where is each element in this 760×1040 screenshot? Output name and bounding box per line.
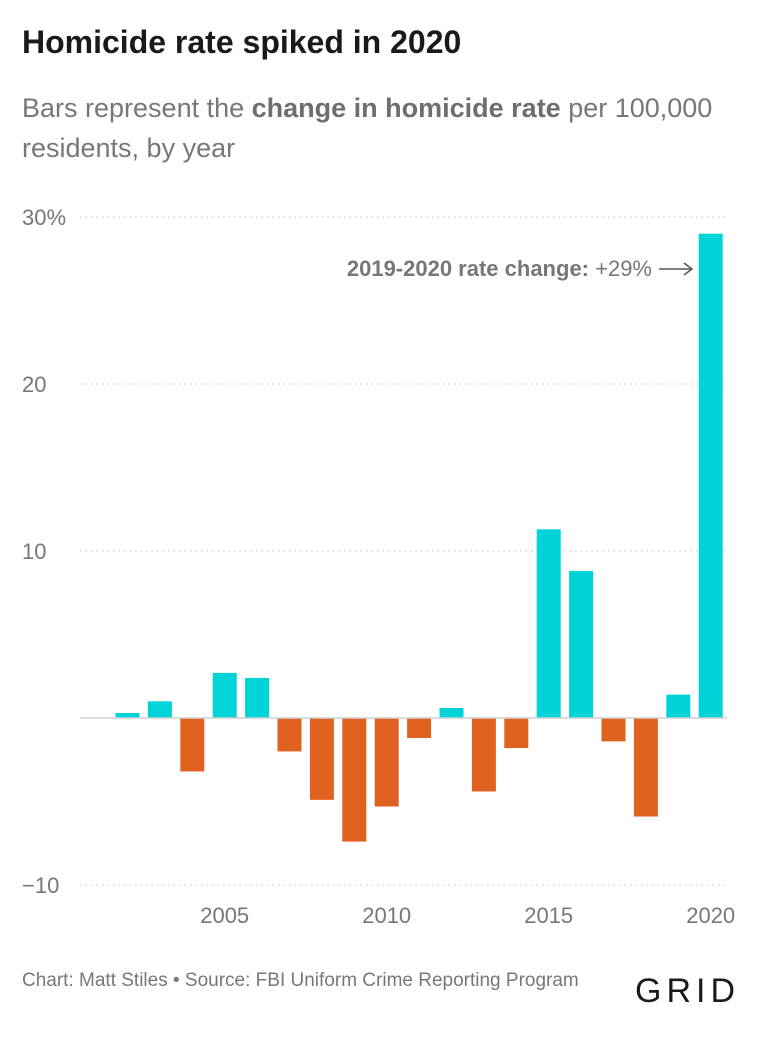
bars [115,233,723,842]
y-tick-label: −10 [22,873,59,898]
bar-chart: 30%2010−10 2005 2010 2015 2020 2019-2020 ra… [22,205,735,928]
annotation-2020: 2019-2020 rate change: +29% [347,256,694,281]
grid-logo: GRID [635,972,740,1010]
annotation-value: +29% [589,256,652,281]
chart-subtitle: Bars represent the change in homicide ra… [22,88,722,168]
y-tick-label: 10 [22,539,46,564]
x-tick-label: 2015 [524,903,573,928]
bar-2016 [569,571,594,718]
bar-2003 [147,701,172,718]
arrow-right-icon [683,262,694,276]
y-tick-label: 20 [22,372,46,397]
bar-2007 [277,718,302,752]
bar-2017 [601,718,626,742]
annotation-label: 2019-2020 rate change: +29% [347,256,652,281]
subtitle-text-pre: Bars represent the [22,93,252,123]
y-tick-label: 30% [22,205,66,230]
bar-2002 [115,712,140,718]
subtitle-text-bold: change in homicide rate [251,93,561,123]
bar-2004 [180,718,205,772]
x-tick-label: 2005 [200,903,249,928]
bar-2015 [536,529,561,718]
bar-2010 [374,718,399,807]
bar-2019 [666,694,691,718]
subtitle-text-post: per 100,000 residents, by year [22,93,713,163]
bar-2018 [633,718,658,817]
bar-2008 [309,718,334,800]
x-tick-label: 2020 [686,903,735,928]
bar-2012 [439,707,464,718]
chart-title: Homicide rate spiked in 2020 [22,24,462,60]
bar-2011 [407,718,432,739]
x-tick-label: 2010 [362,903,411,928]
bar-2009 [342,718,367,842]
bar-2013 [471,718,496,792]
gridlines: 30% 20 10 −10 [22,205,727,898]
bar-2006 [245,677,270,718]
bar-2020 [698,233,723,718]
bar-2005 [212,672,237,718]
x-axis-ticks: 2005 2010 2015 2020 [200,903,735,928]
annotation-bold: 2019-2020 rate change: [347,256,589,281]
bar-2014 [504,718,529,749]
source-credit: Chart: Matt Stiles • Source: FBI Uniform… [22,970,579,991]
